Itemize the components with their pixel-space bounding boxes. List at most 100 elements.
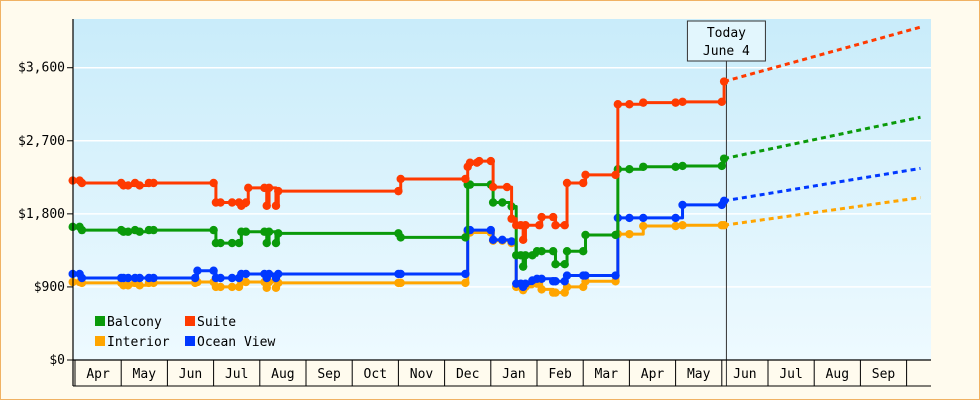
data-point [461,174,470,184]
legend-label: Suite [197,315,236,330]
data-point [611,170,620,180]
data-point [190,273,200,283]
x-month-label: Oct [364,367,387,382]
data-point [611,230,620,240]
data-point [717,97,726,107]
data-point [135,281,144,290]
data-point [488,235,498,245]
data-point [671,221,680,231]
data-point [639,221,648,231]
data-point [551,288,560,297]
data-point [234,238,244,248]
data-point [507,214,516,223]
x-month-label: Sep [317,367,341,382]
data-point [518,262,528,271]
projection-line-suite [723,25,921,83]
data-point [625,100,634,109]
data-point [625,229,634,239]
data-point [274,186,283,196]
data-point [537,274,546,284]
data-point [149,225,158,235]
data-point [394,186,403,196]
data-point [518,235,528,245]
data-point [396,278,405,288]
data-point [507,237,516,246]
data-point [461,233,470,242]
series-balcony [68,115,921,271]
data-point [562,178,572,188]
data-point [274,229,283,238]
data-point [396,269,405,279]
data-point [227,273,237,283]
legend-swatch [185,316,195,326]
x-month-label: Mar [595,367,619,382]
x-month-label: May [687,367,711,382]
x-month-label: Aug [826,367,849,382]
data-point [611,271,620,280]
x-month-label: Dec [456,367,479,382]
data-point [562,247,572,256]
data-point [227,198,237,207]
x-month-label: Apr [86,367,110,382]
data-point [77,273,87,283]
y-tick-label: $3,600 [18,61,65,76]
data-point [521,251,530,260]
data-point [244,183,253,193]
projection-line-balcony [723,115,921,161]
data-point [486,156,495,166]
data-point [123,227,133,236]
data-point [678,221,687,230]
data-point [488,182,498,192]
y-gridlines [73,66,931,288]
data-point [717,161,726,171]
data-point [77,178,87,188]
legend: Balcony Suite Interior Ocean View [95,315,275,350]
y-tick-label: $900 [34,280,65,295]
data-point [671,162,680,171]
data-point [241,198,251,207]
data-point [123,281,133,290]
legend-label: Balcony [107,315,162,330]
data-point [262,201,271,210]
data-point [216,282,225,292]
x-month-label: Sep [872,367,896,382]
data-point [537,212,546,222]
data-point [241,269,251,279]
data-point [135,181,144,190]
projection-line-interior [723,196,921,227]
data-point [535,221,544,230]
data-point [216,238,225,248]
data-point [521,221,530,230]
x-month-label: Jun [179,367,202,382]
series-layer [68,25,921,297]
x-month-label: Jul [779,367,802,382]
data-point [678,161,687,171]
data-point [551,259,560,269]
data-point [551,277,560,286]
data-point [209,178,218,188]
data-point [498,198,507,207]
data-point [678,97,687,107]
data-point [271,238,281,248]
series-suite [68,25,921,245]
data-point [498,235,507,245]
data-point [579,247,588,256]
data-point [262,238,271,248]
x-month-label: May [133,367,157,382]
data-point [396,233,405,242]
plot-area [73,19,931,360]
data-point [581,271,590,280]
data-point [209,225,218,235]
data-point [465,158,475,167]
data-point [625,165,634,174]
data-point [465,180,475,189]
legend-swatch [95,316,105,326]
data-point [216,273,225,283]
data-point [560,259,569,269]
x-month-label: Aug [271,367,294,382]
data-point [77,225,87,235]
data-point [639,98,648,107]
data-point [537,285,546,294]
